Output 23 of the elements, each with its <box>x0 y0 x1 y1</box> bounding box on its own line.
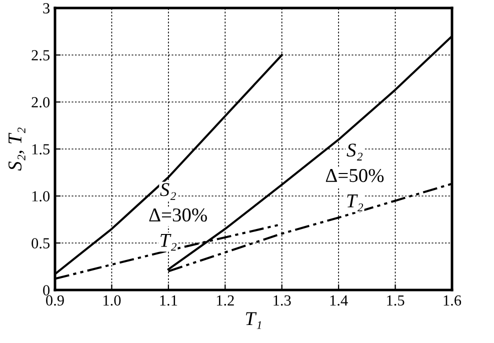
x-tick-label: 1.4 <box>330 295 348 306</box>
x-tick-label: 1.0 <box>104 295 121 306</box>
annotation: Δ=30% <box>149 208 207 222</box>
annotation: S₂ <box>346 144 363 160</box>
x-tick-label: 1.6 <box>444 295 462 306</box>
y-tick-label: 1.5 <box>32 144 50 155</box>
y-tick-label: 2.0 <box>32 97 50 108</box>
y-axis-title: S₂, T₂ <box>8 128 26 171</box>
annotation: T₂ <box>347 194 364 212</box>
y-tick-label: 0 <box>43 285 50 296</box>
x-tick-label: 1.5 <box>387 295 404 306</box>
x-tick-label: 0.9 <box>46 295 64 306</box>
y-tick-label: 0.5 <box>32 238 50 249</box>
y-tick-label: 1.0 <box>32 191 50 202</box>
x-axis-title: T₁ <box>246 312 262 329</box>
annotation: Δ=50% <box>326 168 384 182</box>
annotation: T₂ <box>160 234 176 251</box>
annotation: S₂ <box>160 183 176 200</box>
y-tick-label: 2.5 <box>32 50 50 61</box>
x-tick-label: 1.2 <box>216 295 234 306</box>
x-tick-label: 1.3 <box>274 295 291 306</box>
y-tick-label: 3 <box>43 3 50 14</box>
x-tick-label: 1.1 <box>160 295 178 306</box>
